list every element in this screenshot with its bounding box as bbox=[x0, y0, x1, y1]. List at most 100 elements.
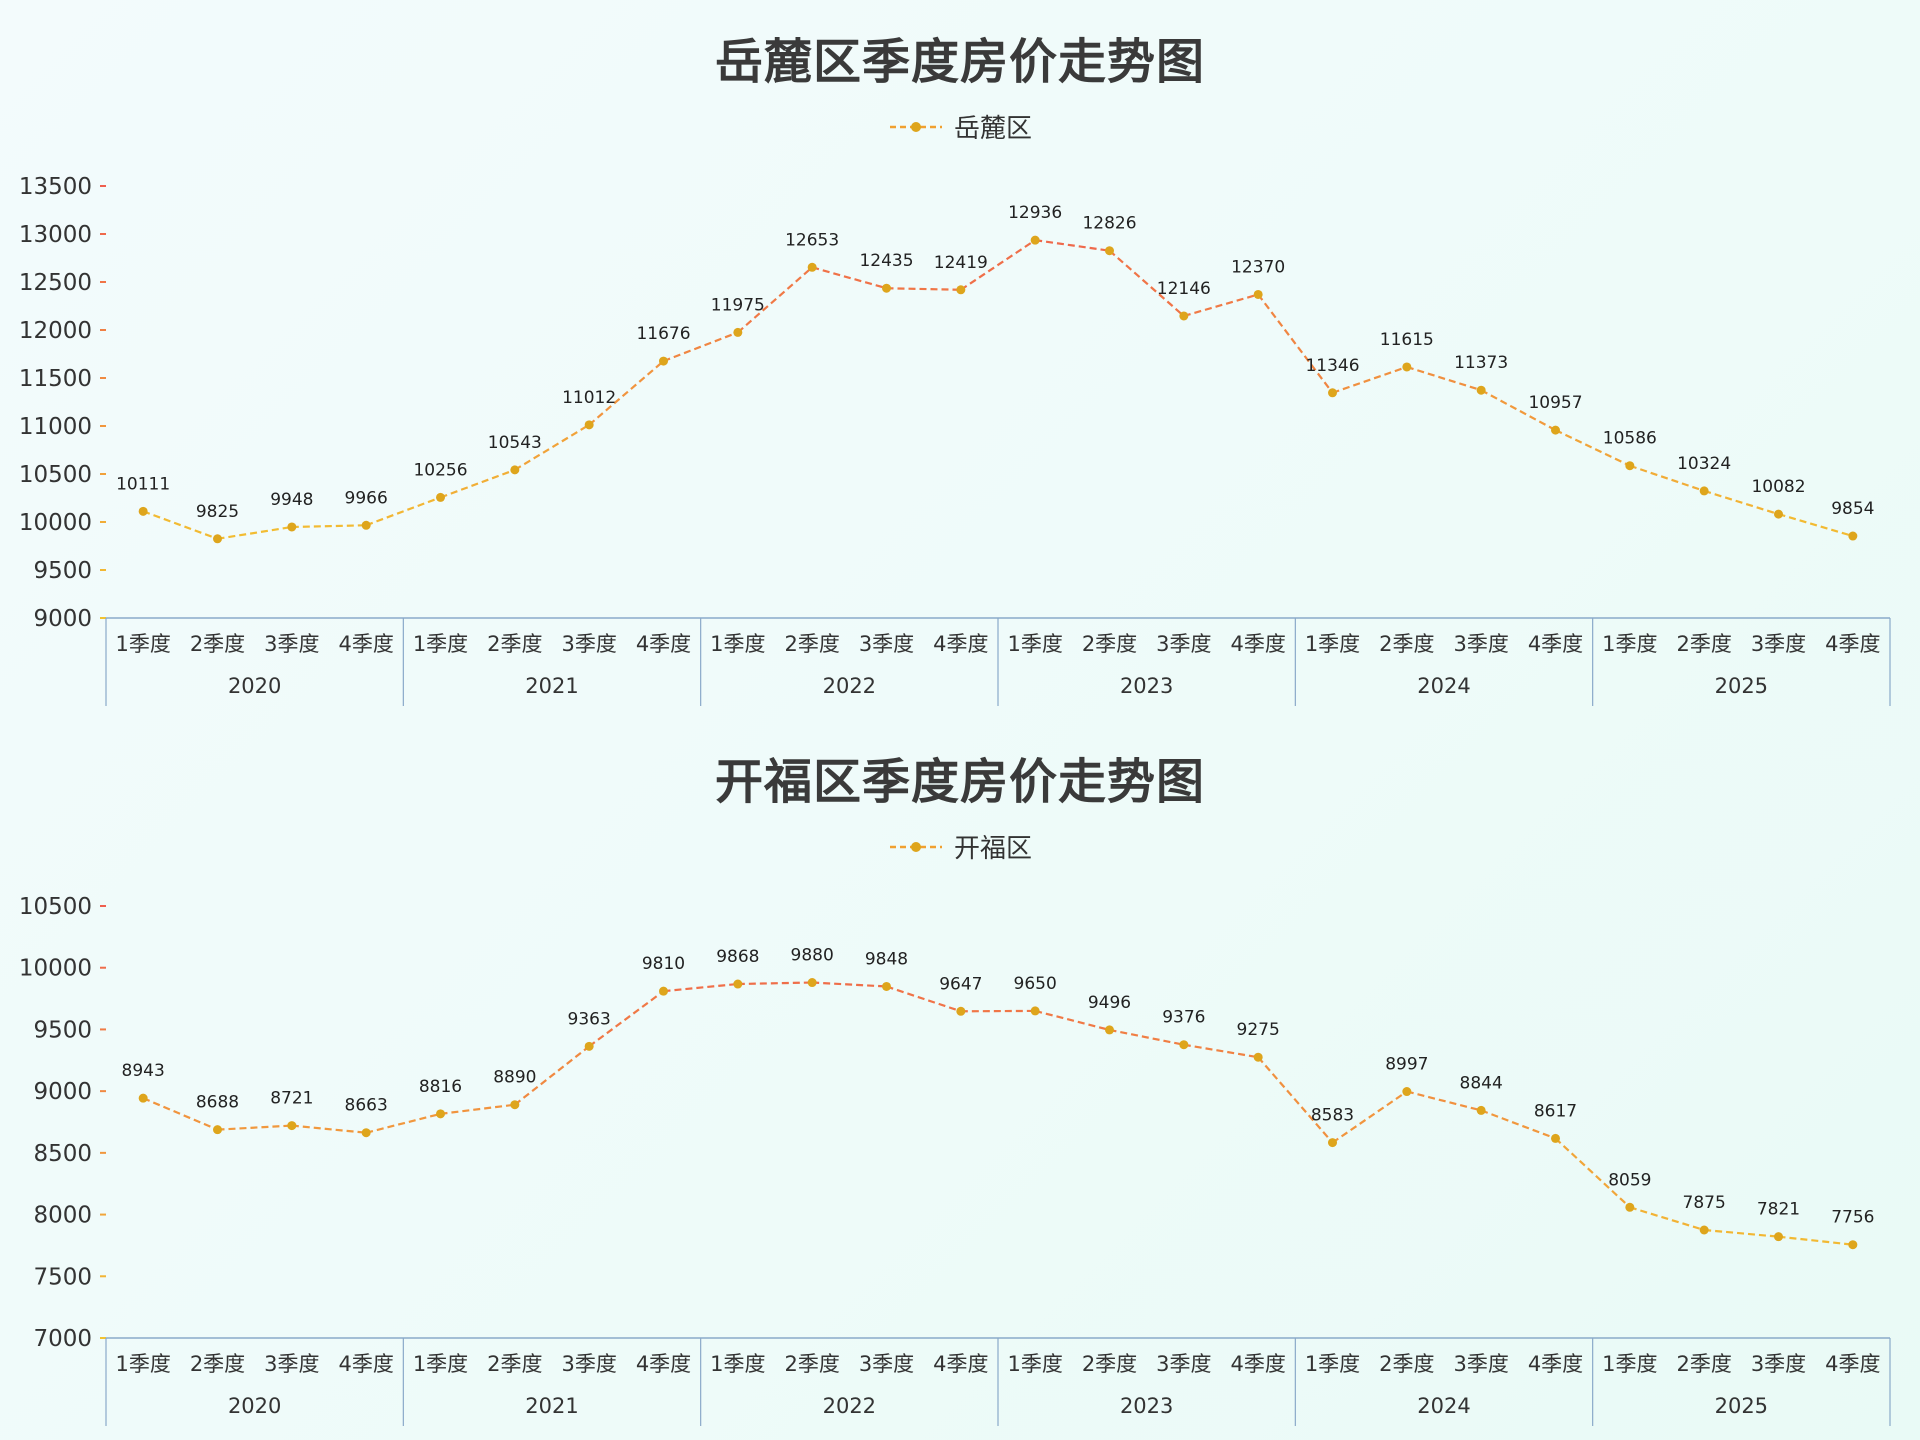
x-tick-label: 4季度 bbox=[636, 1352, 691, 1376]
data-label: 11346 bbox=[1305, 356, 1359, 376]
x-tick-label: 2季度 bbox=[1676, 1352, 1731, 1376]
series-line-segment bbox=[1778, 1235, 1853, 1246]
data-point bbox=[510, 1100, 520, 1110]
data-point bbox=[1625, 461, 1635, 471]
y-tick-label: 9500 bbox=[33, 1017, 92, 1043]
data-label: 10324 bbox=[1677, 454, 1731, 474]
data-label: 9868 bbox=[716, 947, 759, 967]
data-label: 8583 bbox=[1311, 1106, 1354, 1126]
data-point bbox=[956, 285, 966, 295]
x-tick-label: 2季度 bbox=[784, 1352, 839, 1376]
series-line-segment bbox=[1406, 1090, 1482, 1112]
series-line-segment bbox=[588, 990, 665, 1048]
x-tick-label: 2季度 bbox=[1676, 632, 1731, 656]
series-line-segment bbox=[1703, 489, 1779, 516]
data-label: 12370 bbox=[1231, 257, 1285, 277]
x-tick-label: 2季度 bbox=[1082, 632, 1137, 656]
data-point bbox=[1402, 1087, 1412, 1097]
data-point bbox=[1625, 1202, 1635, 1212]
data-label: 9275 bbox=[1237, 1020, 1280, 1040]
data-label: 8844 bbox=[1460, 1073, 1503, 1093]
series-line-segment bbox=[663, 982, 738, 993]
x-tick-label: 4季度 bbox=[933, 1352, 988, 1376]
series-line-segment bbox=[1183, 293, 1259, 318]
data-label: 9650 bbox=[1014, 974, 1057, 994]
x-tick-label: 1季度 bbox=[1602, 1352, 1657, 1376]
x-tick-label: 2季度 bbox=[1379, 1352, 1434, 1376]
y-tick-label: 7000 bbox=[33, 1326, 92, 1352]
x-tick-label: 3季度 bbox=[1156, 632, 1211, 656]
year-label: 2023 bbox=[1120, 674, 1173, 698]
data-point bbox=[807, 978, 817, 988]
legend[interactable]: 开福区 bbox=[0, 828, 1920, 865]
x-tick-label: 2季度 bbox=[487, 632, 542, 656]
data-point bbox=[584, 420, 594, 430]
data-label: 11373 bbox=[1454, 353, 1508, 373]
data-point bbox=[956, 1006, 966, 1016]
data-point bbox=[138, 1093, 148, 1103]
y-tick-label: 13500 bbox=[19, 174, 92, 200]
line-chart: 7000 7500 8000 8500 9000 9500 10000 10500 1季度 2季度… bbox=[19, 894, 1891, 1426]
legend-line-marker-icon bbox=[889, 841, 942, 852]
x-tick-label: 1季度 bbox=[413, 1352, 468, 1376]
legend[interactable]: 岳麓区 bbox=[0, 108, 1920, 145]
data-point bbox=[1699, 1225, 1709, 1235]
year-label: 2021 bbox=[525, 1394, 578, 1418]
data-point bbox=[436, 492, 445, 502]
year-label: 2025 bbox=[1715, 1394, 1768, 1418]
data-label: 7875 bbox=[1683, 1193, 1726, 1213]
x-tick-label: 4季度 bbox=[636, 632, 691, 656]
data-label: 9948 bbox=[270, 490, 313, 510]
x-tick-label: 4季度 bbox=[338, 1352, 393, 1376]
series-line-segment bbox=[291, 1124, 367, 1134]
series-line-segment bbox=[1406, 365, 1482, 392]
data-label: 8688 bbox=[196, 1093, 239, 1113]
x-tick-label: 3季度 bbox=[859, 632, 914, 656]
x-tick-label: 1季度 bbox=[710, 1352, 765, 1376]
data-label: 8816 bbox=[419, 1077, 462, 1097]
data-label: 12435 bbox=[859, 251, 913, 271]
data-point bbox=[584, 1041, 594, 1051]
data-point bbox=[1328, 1138, 1337, 1148]
data-label: 8059 bbox=[1608, 1170, 1651, 1190]
data-point bbox=[1105, 1025, 1114, 1035]
data-label: 10256 bbox=[413, 460, 467, 480]
data-label: 9825 bbox=[196, 502, 239, 522]
x-tick-label: 1季度 bbox=[1602, 632, 1657, 656]
series-line-segment bbox=[217, 1124, 292, 1131]
y-tick-label: 10000 bbox=[19, 510, 92, 536]
series-line-segment bbox=[1704, 1228, 1779, 1238]
series-line-segment bbox=[1629, 1206, 1705, 1232]
series-line-segment bbox=[1778, 513, 1854, 538]
y-tick-label: 10500 bbox=[19, 894, 92, 920]
data-point bbox=[361, 1128, 371, 1138]
data-point bbox=[1774, 509, 1783, 519]
data-point bbox=[1328, 388, 1337, 398]
data-label: 8617 bbox=[1534, 1101, 1577, 1121]
data-point bbox=[213, 534, 222, 544]
series-line-segment bbox=[514, 423, 590, 471]
x-tick-label: 3季度 bbox=[561, 632, 616, 656]
data-label: 9848 bbox=[865, 949, 908, 969]
series-line-segment bbox=[1108, 249, 1185, 317]
chart-panel-kaifu: 开福区季度房价走势图 开福区 7000 7500 8000 8500 9000 9500 1… bbox=[0, 720, 1920, 1440]
data-point bbox=[1179, 311, 1189, 321]
series-line-segment bbox=[1332, 365, 1408, 394]
x-tick-label: 3季度 bbox=[264, 632, 319, 656]
x-tick-label: 1季度 bbox=[413, 632, 468, 656]
data-label: 9363 bbox=[568, 1009, 611, 1029]
y-tick-label: 9000 bbox=[33, 1079, 92, 1105]
data-point bbox=[659, 986, 668, 996]
data-label: 8943 bbox=[122, 1061, 165, 1081]
series-line-segment bbox=[886, 287, 961, 291]
x-tick-label: 2季度 bbox=[1379, 632, 1434, 656]
year-label: 2024 bbox=[1417, 1394, 1470, 1418]
x-tick-label: 2季度 bbox=[1082, 1352, 1137, 1376]
series-line-segment bbox=[1257, 293, 1334, 394]
data-label: 11975 bbox=[711, 295, 765, 315]
data-label: 9496 bbox=[1088, 993, 1131, 1013]
series-line-segment bbox=[1183, 1043, 1259, 1059]
x-tick-label: 4季度 bbox=[1528, 1352, 1583, 1376]
data-label: 10082 bbox=[1751, 477, 1805, 497]
data-point bbox=[1699, 486, 1709, 496]
